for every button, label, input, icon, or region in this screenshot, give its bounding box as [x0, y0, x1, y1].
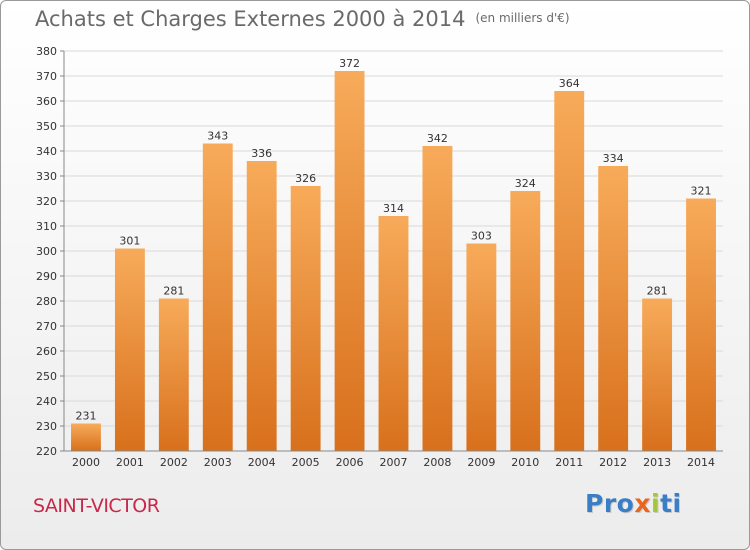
- bar-2010: [510, 191, 541, 451]
- bar-2005: [290, 186, 321, 451]
- y-tick-label: 300: [36, 245, 57, 258]
- y-axis: 220 230 240 250 260 270 280 290 300 310 320 330 340 3…: [36, 45, 65, 458]
- data-label: 342: [427, 132, 448, 145]
- y-tick-label: 280: [36, 295, 57, 308]
- logo-letter: o: [616, 489, 635, 518]
- logo-letter: i: [672, 489, 682, 518]
- bar-2011: [554, 91, 585, 451]
- data-label: 231: [75, 410, 96, 423]
- bar-2008: [422, 146, 453, 451]
- bar-2012: [598, 166, 629, 451]
- y-tick-label: 330: [36, 170, 57, 183]
- y-tick-label: 260: [36, 345, 57, 358]
- bar-2000: [71, 423, 101, 451]
- chart-title-text: Achats et Charges Externes 2000 à 2014: [35, 7, 466, 31]
- x-tick-label: 2009: [467, 456, 495, 469]
- y-tick-label: 350: [36, 120, 57, 133]
- logo-letter: i: [651, 489, 661, 518]
- data-labels: 231 301 281 343 336 326 372 314 342 303 324 364 334 2…: [75, 57, 711, 423]
- unit-label: (en milliers d'€): [475, 11, 570, 25]
- data-label: 364: [559, 77, 580, 90]
- x-tick-label: 2000: [72, 456, 100, 469]
- bars: [71, 71, 716, 451]
- bar-2003: [202, 143, 233, 451]
- bar-2001: [114, 248, 145, 451]
- data-label: 343: [207, 130, 228, 143]
- y-tick-label: 360: [36, 95, 57, 108]
- bar-2007: [378, 216, 409, 451]
- data-label: 372: [339, 57, 360, 70]
- data-label: 303: [471, 230, 492, 243]
- logo-letter: r: [603, 489, 617, 518]
- x-tick-label: 2010: [511, 456, 539, 469]
- bar-2013: [642, 298, 673, 451]
- data-label: 336: [251, 147, 272, 160]
- y-tick-label: 370: [36, 70, 57, 83]
- x-tick-label: 2012: [599, 456, 627, 469]
- y-tick-label: 320: [36, 195, 57, 208]
- data-label: 281: [163, 285, 184, 298]
- bar-2006: [334, 71, 365, 451]
- bar-2002: [158, 298, 189, 451]
- data-label: 301: [119, 235, 140, 248]
- bar-2004: [246, 161, 277, 451]
- x-tick-label: 2005: [292, 456, 320, 469]
- y-tick-label: 290: [36, 270, 57, 283]
- data-label: 281: [647, 285, 668, 298]
- y-tick-label: 250: [36, 370, 57, 383]
- data-label: 321: [691, 185, 712, 198]
- x-tick-label: 2013: [643, 456, 671, 469]
- bar-2014: [686, 198, 716, 451]
- location-label: SAINT-VICTOR: [33, 495, 160, 517]
- y-tick-label: 230: [36, 420, 57, 433]
- logo-letter: t: [660, 489, 673, 518]
- y-tick-label: 310: [36, 220, 57, 233]
- x-tick-label: 2002: [160, 456, 188, 469]
- x-tick-label: 2003: [204, 456, 232, 469]
- x-tick-label: 2004: [248, 456, 276, 469]
- x-axis: 2000 2001 2002 2003 2004 2005 2006 2007 2008 2009…: [64, 450, 723, 469]
- data-label: 326: [295, 172, 316, 185]
- logo-letter: x: [634, 489, 651, 518]
- y-tick-label: 340: [36, 145, 57, 158]
- bar-2009: [466, 243, 497, 451]
- x-tick-label: 2001: [116, 456, 144, 469]
- x-tick-label: 2006: [336, 456, 364, 469]
- y-tick-label: 380: [36, 45, 57, 58]
- logo-letter: P: [585, 489, 604, 518]
- x-tick-label: 2014: [687, 456, 715, 469]
- y-tick-label: 240: [36, 395, 57, 408]
- x-tick-label: 2011: [555, 456, 583, 469]
- x-tick-label: 2008: [423, 456, 451, 469]
- data-label: 314: [383, 202, 404, 215]
- y-tick-label: 270: [36, 320, 57, 333]
- data-label: 334: [603, 152, 624, 165]
- proxiti-logo[interactable]: Proxiti: [585, 489, 682, 518]
- data-label: 324: [515, 177, 536, 190]
- chart-title: Achats et Charges Externes 2000 à 2014 (e…: [35, 7, 570, 31]
- y-tick-label: 220: [36, 445, 57, 458]
- x-tick-label: 2007: [380, 456, 408, 469]
